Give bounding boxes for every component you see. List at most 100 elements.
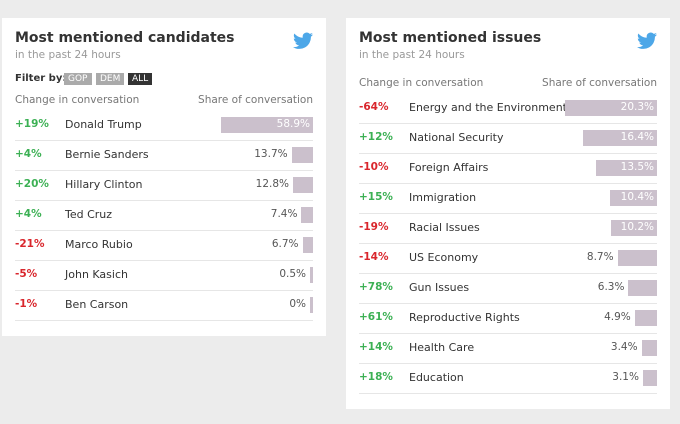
panel: Most mentioned candidates in the past 24 …	[2, 18, 326, 336]
share-bar	[582, 130, 657, 146]
table-row: +19% Donald Trump 58.9%	[15, 110, 313, 141]
name: Reproductive Rights	[409, 311, 520, 324]
table-row: +61% Reproductive Rights 4.9%	[359, 303, 657, 334]
change: +4%	[15, 208, 42, 220]
name: Health Care	[409, 341, 475, 354]
share-bar	[641, 340, 657, 356]
twitter-icon	[637, 32, 657, 49]
change: -10%	[359, 161, 389, 173]
change: +78%	[359, 281, 393, 293]
share-label: 4.9%	[604, 311, 631, 323]
name: Donald Trump	[65, 118, 142, 131]
share-label: 0%	[289, 298, 306, 310]
change: +4%	[15, 148, 42, 160]
share-bar	[617, 250, 657, 266]
change: +19%	[15, 118, 49, 130]
share-label: 8.7%	[586, 251, 614, 263]
name: Ben Carson	[65, 298, 129, 311]
share-label: 3.4%	[610, 341, 638, 353]
share-bar	[628, 280, 657, 296]
filter-button[interactable]: GOP	[64, 73, 92, 85]
table-row: -19% Racial Issues 10.2%	[359, 213, 657, 244]
change: +20%	[15, 178, 49, 190]
share-label: 3.1%	[612, 371, 639, 383]
share-bar	[609, 190, 657, 206]
name: US Economy	[409, 251, 479, 264]
filter-button[interactable]: ALL	[128, 73, 153, 85]
change: +61%	[359, 311, 393, 323]
change: -5%	[15, 268, 38, 280]
panel-subtitle: in the past 24 hours	[15, 49, 121, 61]
column-header: Share of conversation	[542, 77, 657, 89]
table-row: -14% US Economy 8.7%	[359, 243, 657, 274]
filter-label: Filter by:	[15, 73, 67, 84]
share-bar	[291, 147, 313, 163]
share-bar	[310, 267, 313, 283]
share-label: 58.9%	[276, 118, 310, 130]
table-row: +4% Bernie Sanders 13.7%	[15, 140, 313, 171]
change: -14%	[359, 251, 389, 263]
name: Education	[409, 371, 464, 384]
share-label: 6.3%	[597, 281, 625, 293]
share-bar	[642, 370, 657, 386]
name: National Security	[409, 131, 504, 144]
change: -21%	[15, 238, 45, 250]
name: Energy and the Environment	[409, 101, 567, 114]
change: -1%	[15, 298, 38, 310]
name: Immigration	[409, 191, 477, 204]
share-bar	[634, 310, 657, 326]
name: Gun Issues	[409, 281, 470, 294]
change: -19%	[359, 221, 389, 233]
column-header: Change in conversation	[359, 77, 484, 89]
share-label: 10.4%	[620, 191, 654, 203]
twitter-icon	[293, 32, 313, 49]
table-row: +18% Education 3.1%	[359, 363, 657, 394]
share-label: 13.5%	[620, 161, 654, 173]
panel-title: Most mentioned issues	[359, 30, 542, 46]
filter-button[interactable]: DEM	[96, 73, 125, 85]
share-bar	[293, 177, 313, 193]
table-row: +4% Ted Cruz 7.4%	[15, 200, 313, 231]
share-label: 6.7%	[271, 238, 299, 250]
share-bar	[310, 297, 313, 313]
share-label: 20.3%	[620, 101, 654, 113]
change: +15%	[359, 191, 393, 203]
column-header: Share of conversation	[198, 94, 313, 106]
table-row: -1% Ben Carson 0%	[15, 290, 313, 321]
table-row: +15% Immigration 10.4%	[359, 183, 657, 214]
share-label: 16.4%	[620, 131, 654, 143]
change: +14%	[359, 341, 393, 353]
table-row: -64% Energy and the Environment 20.3%	[359, 93, 657, 124]
table-row: -21% Marco Rubio 6.7%	[15, 230, 313, 261]
share-bar	[565, 100, 657, 116]
column-header: Change in conversation	[15, 94, 140, 106]
share-bar	[301, 207, 313, 223]
panel: Most mentioned issues in the past 24 hour…	[346, 18, 670, 409]
name: Hillary Clinton	[65, 178, 143, 191]
change: +18%	[359, 371, 393, 383]
share-bar	[302, 237, 313, 253]
name: Foreign Affairs	[409, 161, 489, 174]
table-row: +78% Gun Issues 6.3%	[359, 273, 657, 304]
share-label: 10.2%	[620, 221, 654, 233]
table-row: -5% John Kasich 0.5%	[15, 260, 313, 291]
share-label: 7.4%	[270, 208, 298, 220]
name: Bernie Sanders	[65, 148, 149, 161]
name: Marco Rubio	[65, 238, 133, 251]
share-bar	[610, 220, 657, 236]
share-label: 0.5%	[279, 268, 306, 280]
share-bar	[595, 160, 657, 176]
share-label: 13.7%	[254, 148, 288, 160]
change: -64%	[359, 101, 389, 113]
share-label: 12.8%	[255, 178, 290, 190]
table-row: +20% Hillary Clinton 12.8%	[15, 170, 313, 201]
name: Ted Cruz	[65, 208, 113, 221]
panel-subtitle: in the past 24 hours	[359, 49, 465, 61]
share-bar	[221, 117, 313, 133]
table-row: +14% Health Care 3.4%	[359, 333, 657, 364]
name: John Kasich	[65, 268, 128, 281]
table-row: -10% Foreign Affairs 13.5%	[359, 153, 657, 184]
name: Racial Issues	[409, 221, 480, 234]
change: +12%	[359, 131, 393, 143]
